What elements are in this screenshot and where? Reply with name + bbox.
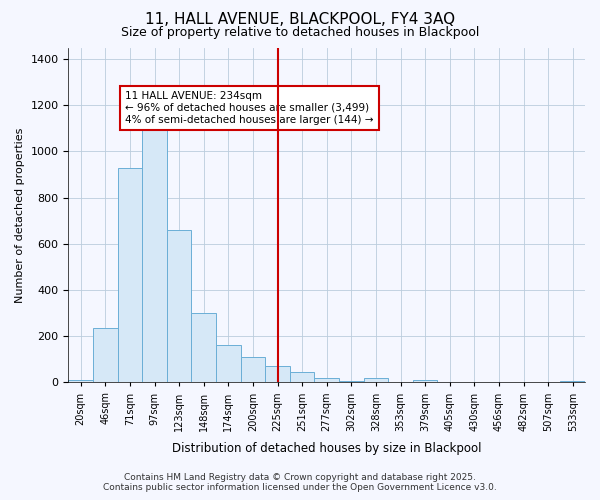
Bar <box>290 372 314 382</box>
Bar <box>241 357 265 382</box>
Bar <box>167 230 191 382</box>
Bar <box>265 366 290 382</box>
Bar <box>560 381 585 382</box>
Text: Size of property relative to detached houses in Blackpool: Size of property relative to detached ho… <box>121 26 479 39</box>
Bar <box>314 378 339 382</box>
Bar <box>118 168 142 382</box>
X-axis label: Distribution of detached houses by size in Blackpool: Distribution of detached houses by size … <box>172 442 481 455</box>
Bar <box>216 346 241 383</box>
Bar <box>142 126 167 382</box>
Text: 11, HALL AVENUE, BLACKPOOL, FY4 3AQ: 11, HALL AVENUE, BLACKPOOL, FY4 3AQ <box>145 12 455 28</box>
Bar <box>339 381 364 382</box>
Bar <box>413 380 437 382</box>
Bar <box>93 328 118 382</box>
Y-axis label: Number of detached properties: Number of detached properties <box>15 127 25 302</box>
Bar <box>364 378 388 382</box>
Bar <box>68 380 93 382</box>
Text: 11 HALL AVENUE: 234sqm
← 96% of detached houses are smaller (3,499)
4% of semi-d: 11 HALL AVENUE: 234sqm ← 96% of detached… <box>125 92 373 124</box>
Bar <box>191 313 216 382</box>
Text: Contains HM Land Registry data © Crown copyright and database right 2025.
Contai: Contains HM Land Registry data © Crown c… <box>103 473 497 492</box>
